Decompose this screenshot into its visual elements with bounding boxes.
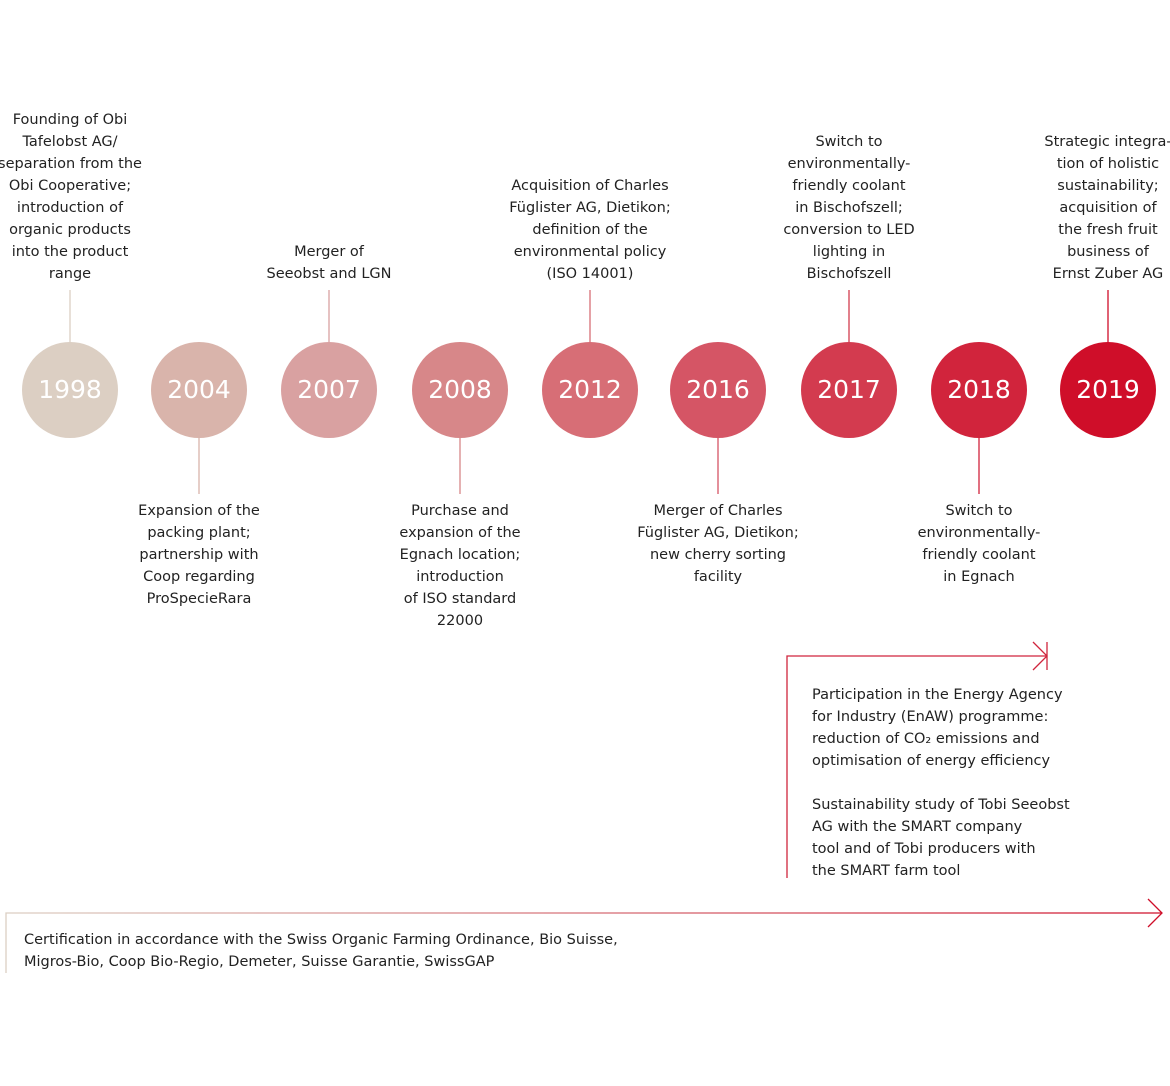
ongoing-text: tool and of Tobi producers with [812,841,1036,857]
event-text: in Egnach [943,569,1014,585]
event-text: packing plant; [147,525,250,541]
year-label: 2019 [1076,375,1140,404]
year-label: 2012 [558,375,622,404]
year-circle [670,342,766,438]
event-text: Merger of [294,244,365,260]
ongoing-text: AG with the SMART company [812,819,1023,835]
event-text: Seeobst and LGN [266,266,391,282]
event-text: range [49,266,91,282]
certification-text: Migros-Bio, Coop Bio-Regio, Demeter, Sui… [24,954,495,970]
event-text: in Bischofszell; [795,200,903,216]
event-text: business of [1067,244,1150,260]
year-label: 2018 [947,375,1011,404]
year-label: 2007 [297,375,361,404]
year-circle [22,342,118,438]
year-label: 1998 [38,375,102,404]
event-text: of ISO standard [404,591,516,607]
year-label: 2004 [167,375,231,404]
ongoing-arrow [786,655,1047,878]
certification-text: Certification in accordance with the Swi… [24,932,618,948]
event-text: Expansion of the [138,503,260,519]
event-text: Founding of Obi [13,112,128,128]
arrow-head [1032,641,1048,671]
event-text: separation from the [0,156,142,172]
event-text: Füglister AG, Dietikon; [509,200,671,216]
year-circle [931,342,1027,438]
event-text: into the product [12,244,129,260]
year-label: 2017 [817,375,881,404]
event-text: ProSpecieRara [147,591,252,607]
ongoing-text: reduction of CO₂ emissions and [812,731,1040,747]
event-text: partnership with [139,547,258,563]
event-text: Coop regarding [143,569,255,585]
year-circle [151,342,247,438]
year-circle [801,342,897,438]
event-text: acquisition of [1059,200,1157,216]
certification-arrow [5,912,1162,973]
arrow-head [1147,898,1163,928]
event-text: tion of holistic [1057,156,1159,172]
event-text: Purchase and [411,503,509,519]
event-text: definition of the [532,222,647,238]
event-text: environmentally- [918,525,1041,541]
event-text: environmental policy [514,244,667,260]
event-text: Obi Cooperative; [9,178,131,194]
ongoing-text: Sustainability study of Tobi Seeobst [812,797,1070,813]
ongoing-text: Participation in the Energy Agency [812,687,1063,703]
event-text: introduction [416,569,504,585]
event-text: expansion of the [399,525,520,541]
event-text: 22000 [437,613,483,629]
year-label: 2008 [428,375,492,404]
event-text: the fresh fruit [1058,222,1158,238]
ongoing-text: the SMART farm tool [812,863,960,879]
ongoing-text: optimisation of energy efficiency [812,753,1051,769]
event-text: new cherry sorting [650,547,786,563]
event-text: environmentally- [788,156,911,172]
event-text: sustainability; [1057,178,1158,194]
event-text: (ISO 14001) [547,266,634,282]
event-text: organic products [9,222,131,238]
event-text: conversion to LED [783,222,914,238]
year-circle [412,342,508,438]
year-circle [542,342,638,438]
event-text: friendly coolant [792,178,905,194]
event-text: introduction of [17,200,124,216]
event-text: Tafelobst AG/ [21,134,117,150]
event-text: Ernst Zuber AG [1053,266,1164,282]
event-text: Switch to [945,503,1012,519]
event-text: Füglister AG, Dietikon; [637,525,799,541]
event-text: Acquisition of Charles [511,178,668,194]
event-text: Bischofszell [807,266,892,282]
year-circle [1060,342,1156,438]
event-text: Merger of Charles [653,503,782,519]
event-text: friendly coolant [922,547,1035,563]
event-text: facility [694,569,743,585]
event-text: Switch to [815,134,882,150]
year-circle [281,342,377,438]
event-text: Strategic integra- [1044,134,1170,150]
event-text: Egnach location; [400,547,521,563]
ongoing-text: for Industry (EnAW) programme: [812,709,1048,725]
year-label: 2016 [686,375,750,404]
event-text: lighting in [813,244,885,260]
